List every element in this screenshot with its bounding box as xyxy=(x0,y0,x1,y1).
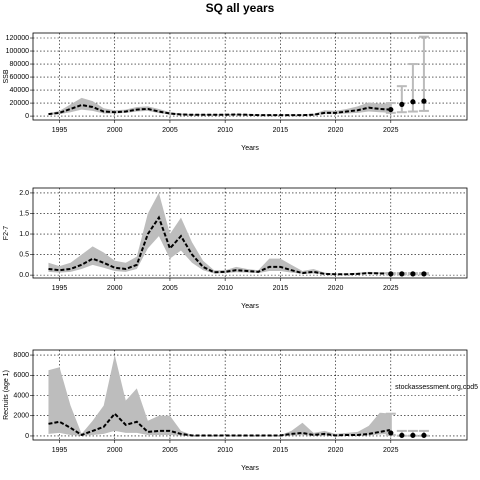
projection-point xyxy=(388,106,394,113)
x-tick-label: 2005 xyxy=(162,285,178,292)
x-axis-label: Years xyxy=(241,145,259,152)
x-tick-label: 2025 xyxy=(383,447,399,454)
y-tick-label: 80000 xyxy=(10,61,30,68)
y-tick-label: 0.5 xyxy=(19,251,29,258)
estimate-line xyxy=(48,412,391,437)
y-tick-label: 120000 xyxy=(6,35,29,42)
y-tick-label: 2000 xyxy=(13,413,29,420)
projection-point xyxy=(388,271,394,277)
y-tick-label: 1.5 xyxy=(19,210,29,217)
plot-frame xyxy=(32,187,468,279)
projection-point xyxy=(421,271,427,277)
x-tick-label: 2020 xyxy=(328,447,344,454)
y-tick-label: 40000 xyxy=(10,87,30,94)
projection-point xyxy=(410,432,416,438)
projection-point xyxy=(399,432,405,438)
x-tick-label: 2000 xyxy=(107,285,123,292)
x-tick-label: 2010 xyxy=(217,127,233,134)
projection-point xyxy=(399,271,405,277)
x-tick-label: 2000 xyxy=(107,127,123,134)
y-axis-label: SSB xyxy=(3,69,10,83)
confidence-band xyxy=(48,192,391,275)
estimate-line xyxy=(48,215,391,276)
y-tick-label: 0.0 xyxy=(19,272,29,279)
projection-point xyxy=(421,98,427,104)
x-tick-label: 1995 xyxy=(52,285,68,292)
y-tick-label: 20000 xyxy=(10,100,30,107)
x-tick-label: 2015 xyxy=(273,447,289,454)
y-tick-label: 8000 xyxy=(13,352,29,359)
y-axis-label: Recruits (age 1) xyxy=(3,370,10,420)
x-axis-label: Years xyxy=(241,303,259,310)
x-tick-label: 2015 xyxy=(273,127,289,134)
x-tick-label: 2015 xyxy=(273,285,289,292)
projection-point xyxy=(410,271,416,277)
y-tick-label: 100000 xyxy=(6,48,29,55)
x-tick-label: 2025 xyxy=(383,285,399,292)
x-tick-label: 2025 xyxy=(383,127,399,134)
x-tick-label: 2010 xyxy=(217,447,233,454)
y-tick-label: 1.0 xyxy=(19,231,29,238)
x-tick-label: 2010 xyxy=(217,285,233,292)
y-tick-label: 4000 xyxy=(13,392,29,399)
estimate-line xyxy=(48,104,391,117)
x-tick-label: 1995 xyxy=(52,127,68,134)
x-tick-label: 2000 xyxy=(107,447,123,454)
x-tick-label: 1995 xyxy=(52,447,68,454)
y-tick-label: 60000 xyxy=(10,74,30,81)
y-axis-label: F2-7 xyxy=(3,226,10,241)
x-tick-label: 2005 xyxy=(162,127,178,134)
annotation: stockassessment.org,cod5 xyxy=(395,384,478,391)
confidence-band xyxy=(48,97,391,116)
x-tick-label: 2005 xyxy=(162,447,178,454)
y-tick-label: 0 xyxy=(25,113,29,120)
plot-frame xyxy=(32,32,468,121)
projection-point xyxy=(421,432,427,438)
x-axis-label: Years xyxy=(241,465,259,472)
y-tick-label: 0 xyxy=(25,433,29,440)
projection-point xyxy=(399,101,405,107)
chart-title: SQ all years xyxy=(206,1,275,15)
projection-point xyxy=(410,99,416,105)
x-tick-label: 2020 xyxy=(328,127,344,134)
x-tick-label: 2020 xyxy=(328,285,344,292)
y-tick-label: 2.0 xyxy=(19,190,29,197)
confidence-band xyxy=(48,355,391,436)
y-tick-label: 6000 xyxy=(13,372,29,379)
projection-point xyxy=(388,430,394,436)
plot-frame xyxy=(32,349,468,441)
